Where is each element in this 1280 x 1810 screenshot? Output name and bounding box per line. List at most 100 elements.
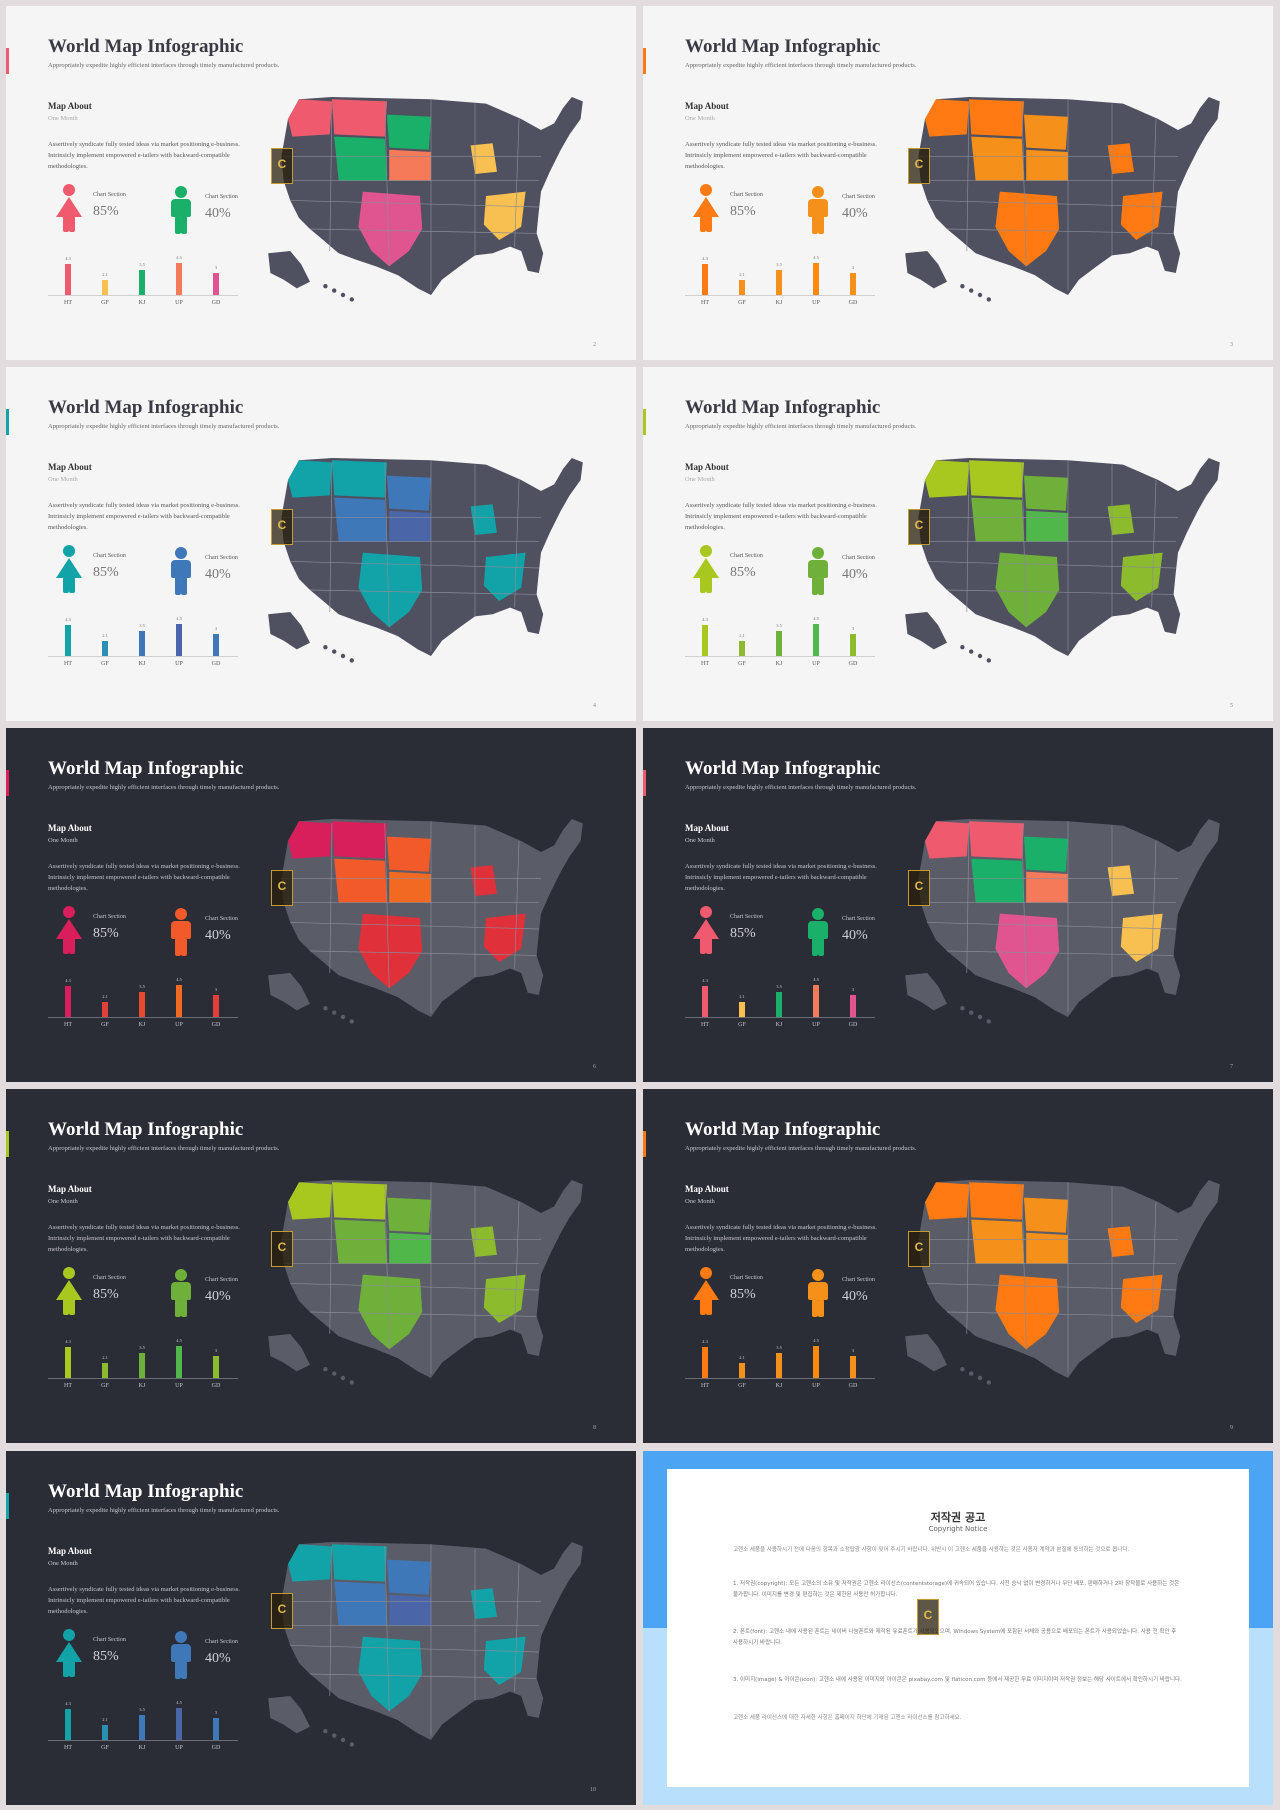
section-heading: Map About — [48, 101, 92, 111]
chart-bar — [776, 269, 782, 295]
hawaii-island — [349, 297, 354, 302]
bar-value-label: 4.3 — [65, 256, 71, 262]
male-person-icon — [168, 1631, 194, 1681]
hawaii-island — [960, 1006, 965, 1011]
watermark-logo: C — [271, 1593, 293, 1629]
category-label: UP — [812, 1022, 820, 1028]
state-border — [966, 1184, 970, 1335]
highlighted-state — [995, 1274, 1060, 1350]
bar-value-label: 3 — [214, 626, 218, 632]
copyright-subtitle: Copyright Notice — [928, 1525, 988, 1533]
hawaii-island — [986, 297, 991, 302]
highlighted-state — [969, 1182, 1024, 1220]
state-border — [927, 1283, 1176, 1291]
watermark-logo: C — [271, 148, 293, 184]
female-percentage: 85% — [93, 565, 119, 580]
female-person-icon — [56, 184, 82, 234]
state-border — [946, 589, 1174, 595]
highlighted-state — [334, 1219, 387, 1264]
chart-section-label: Chart Section — [93, 553, 126, 559]
bar-chart: 4.3 HT 2.1 GF 3.5 KJ 4.5 UP 3 GD — [685, 612, 875, 672]
chart-section-label: Chart Section — [842, 916, 875, 922]
male-person-icon — [168, 186, 194, 236]
highlighted-state — [332, 821, 387, 859]
category-label: KJ — [775, 300, 783, 306]
chart-bar — [213, 1356, 219, 1378]
bar-value-label: 3 — [851, 265, 855, 271]
usa-map-svg — [268, 1180, 583, 1385]
category-label: HT — [701, 1022, 709, 1028]
state-border — [329, 101, 333, 252]
bar-value-label: 2.1 — [739, 271, 745, 277]
hawaii-island — [969, 1371, 974, 1376]
section-description: Assertively syndicate fully tested ideas… — [685, 141, 877, 170]
slide-title: World Map Infographic — [48, 1119, 244, 1140]
highlighted-state — [1024, 114, 1068, 150]
state-border — [309, 1673, 537, 1679]
female-person-icon — [693, 545, 719, 595]
male-person-icon — [805, 1269, 831, 1319]
slide-subtitle: Appropriately expedite highly efficient … — [48, 423, 280, 430]
watermark-logo: C — [917, 1599, 939, 1635]
hawaii-island — [323, 1006, 328, 1011]
highlighted-state — [995, 191, 1060, 267]
category-label: UP — [175, 300, 183, 306]
category-label: GD — [848, 300, 858, 306]
highlighted-state — [971, 858, 1024, 903]
category-label: UP — [175, 1745, 183, 1751]
bar-value-label: 4.5 — [813, 976, 819, 982]
chart-bar — [65, 986, 71, 1017]
female-person-icon — [56, 906, 82, 956]
chart-section-label: Chart Section — [93, 192, 126, 198]
bar-value-label: 4.3 — [702, 617, 708, 623]
usa-map-svg — [268, 458, 583, 663]
bar-value-label: 4.5 — [813, 254, 819, 260]
page-number: 5 — [1230, 703, 1233, 709]
category-label: GD — [848, 1022, 858, 1028]
male-person-icon — [805, 547, 831, 597]
state-border — [290, 1645, 539, 1653]
page-number: 7 — [1230, 1064, 1233, 1070]
chart-bar — [176, 984, 182, 1017]
chart-bar — [176, 623, 182, 656]
state-border — [384, 101, 390, 267]
chart-bar — [850, 1356, 856, 1378]
section-period: One Month — [685, 837, 715, 844]
section-heading: Map About — [685, 823, 729, 833]
accent-bar — [6, 409, 9, 435]
highlighted-state — [470, 143, 497, 174]
highlighted-state — [358, 552, 423, 628]
bar-value-label: 4.5 — [813, 615, 819, 621]
chart-bar — [776, 991, 782, 1017]
state-border — [1021, 823, 1027, 989]
state-border — [384, 462, 390, 628]
category-label: GF — [738, 661, 746, 667]
usa-map — [898, 808, 1238, 1028]
category-label: KJ — [775, 661, 783, 667]
section-description: Assertively syndicate fully tested ideas… — [685, 1224, 877, 1253]
state-border — [927, 561, 1176, 569]
category-label: UP — [812, 1383, 820, 1389]
chart-bar — [813, 262, 819, 295]
chart-bar — [176, 262, 182, 295]
male-percentage: 40% — [842, 928, 868, 943]
highlighted-state — [995, 552, 1060, 628]
chart-section-label: Chart Section — [730, 1275, 763, 1281]
chart-bar — [213, 273, 219, 295]
accent-bar — [6, 1131, 9, 1157]
highlighted-state — [358, 1636, 423, 1712]
bar-value-label: 4.5 — [176, 976, 182, 982]
chart-bar — [776, 630, 782, 656]
chart-bar — [739, 1362, 745, 1378]
category-label: KJ — [138, 1383, 146, 1389]
state-border — [1151, 840, 1157, 969]
highlighted-state — [1026, 149, 1068, 181]
highlighted-state — [288, 1182, 332, 1220]
hawaii-island — [977, 1014, 983, 1020]
alaska-shape — [905, 1334, 947, 1372]
section-heading: Map About — [685, 101, 729, 111]
chart-bar — [213, 995, 219, 1017]
alaska-shape — [905, 251, 947, 289]
slide-title: World Map Infographic — [48, 758, 244, 779]
category-label: GF — [738, 1383, 746, 1389]
